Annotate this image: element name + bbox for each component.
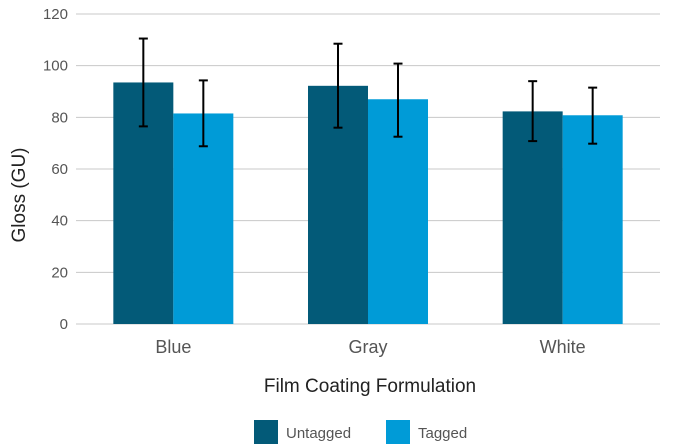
bar-tagged-blue: [173, 113, 234, 324]
y-tick-label-40: 40: [51, 213, 68, 230]
error-bar-untagged-blue: [138, 37, 148, 128]
y-tick-label-80: 80: [51, 109, 68, 126]
y-tick-label-20: 20: [51, 264, 68, 281]
legend-label-tagged: Tagged: [418, 425, 467, 442]
x-category-label-gray: Gray: [348, 337, 387, 357]
y-tick-label-60: 60: [51, 161, 68, 178]
x-axis-categories: Blue Gray White: [155, 337, 585, 357]
y-tick-label-0: 0: [60, 316, 68, 333]
legend-swatch-tagged: [386, 420, 410, 444]
error-bar-tagged-white: [588, 86, 598, 145]
x-category-label-blue: Blue: [155, 337, 191, 357]
legend-item-untagged: Untagged: [254, 420, 351, 444]
error-bar-untagged-white: [528, 80, 538, 143]
y-tick-label-100: 100: [43, 58, 68, 75]
y-axis-ticks: 0 20 40 60 80 100 120: [43, 6, 68, 333]
error-bar-tagged-gray: [393, 62, 403, 138]
x-category-label-white: White: [540, 337, 586, 357]
error-bars: [138, 37, 598, 148]
legend-label-untagged: Untagged: [286, 425, 351, 442]
y-axis-title: Gloss (GU): [9, 148, 30, 243]
bar-untagged-white: [502, 111, 563, 325]
y-tick-label-120: 120: [43, 6, 68, 23]
error-bar-tagged-blue: [198, 79, 208, 148]
x-axis-title: Film Coating Formulation: [264, 376, 476, 397]
legend: Untagged Tagged: [254, 420, 467, 444]
legend-item-tagged: Tagged: [386, 420, 467, 444]
bars: [113, 82, 623, 325]
bar-tagged-white: [562, 115, 623, 325]
legend-swatch-untagged: [254, 420, 278, 444]
error-bar-untagged-gray: [333, 42, 343, 129]
